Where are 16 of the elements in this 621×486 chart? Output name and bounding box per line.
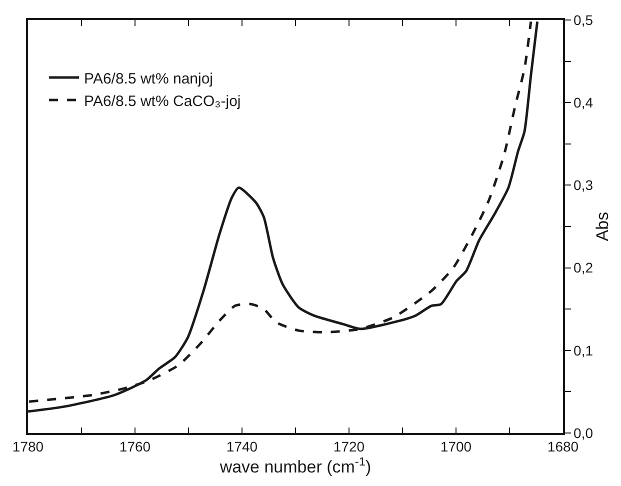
y-axis-title: Abs (593, 212, 612, 242)
x-tick-label: 1720 (333, 438, 365, 455)
y-tick-label: 0,0 (574, 424, 594, 441)
y-tick-label: 0,1 (574, 342, 594, 358)
x-tick-label: 1740 (226, 438, 258, 455)
x-axis-title: wave number (cm$^{-1}$) (218, 454, 372, 477)
x-tick-label: 1760 (119, 438, 151, 455)
x-tick-label: 1780 (12, 438, 44, 455)
y-tick-label: 0,5 (574, 12, 594, 28)
y-tick-label: 0,4 (574, 94, 594, 110)
x-tick-label: 1680 (547, 438, 579, 455)
legend-label: PA6/8.5 wt% CaCO₃-joj (84, 92, 241, 110)
y-tick-label: 0,3 (574, 177, 594, 194)
x-tick-label: 1700 (440, 438, 472, 455)
y-tick-label: 0,2 (574, 260, 594, 276)
legend-label: PA6/8.5 wt% nanjoj (84, 70, 214, 88)
